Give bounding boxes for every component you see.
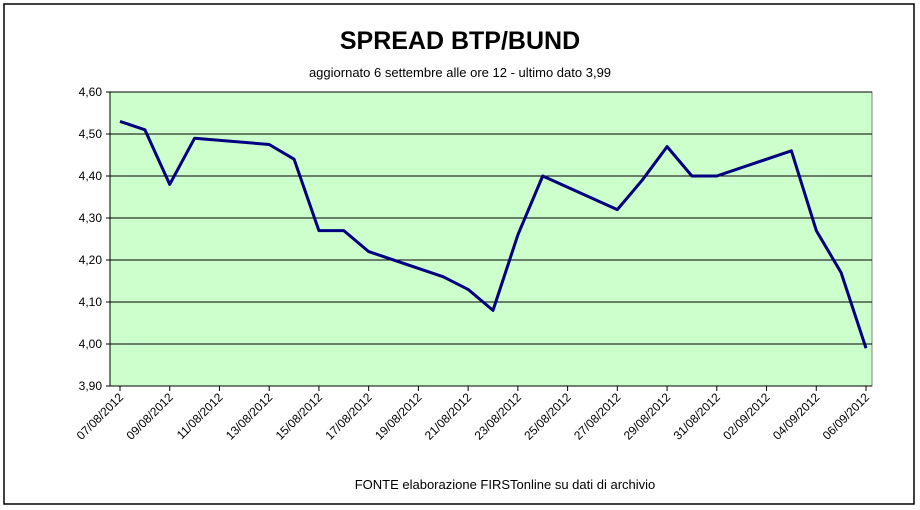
plot-area — [109, 91, 873, 387]
y-tick-label: 4,20 — [79, 253, 103, 267]
y-tick-label: 4,00 — [79, 337, 103, 351]
y-tick-label: 4,40 — [79, 169, 103, 183]
y-tick-label: 4,10 — [79, 295, 103, 309]
y-tick-label: 4,50 — [79, 127, 103, 141]
y-tick-label: 4,30 — [79, 211, 103, 225]
chart-subtitle: aggiornato 6 settembre alle ore 12 - ult… — [309, 65, 611, 80]
source-note: FONTE elaborazione FIRSTonline su dati d… — [355, 477, 656, 492]
y-tick-label: 4,60 — [79, 85, 103, 99]
y-tick-label: 3,90 — [79, 379, 103, 393]
chart-title: SPREAD BTP/BUND — [340, 27, 580, 55]
data-line — [119, 119, 868, 349]
